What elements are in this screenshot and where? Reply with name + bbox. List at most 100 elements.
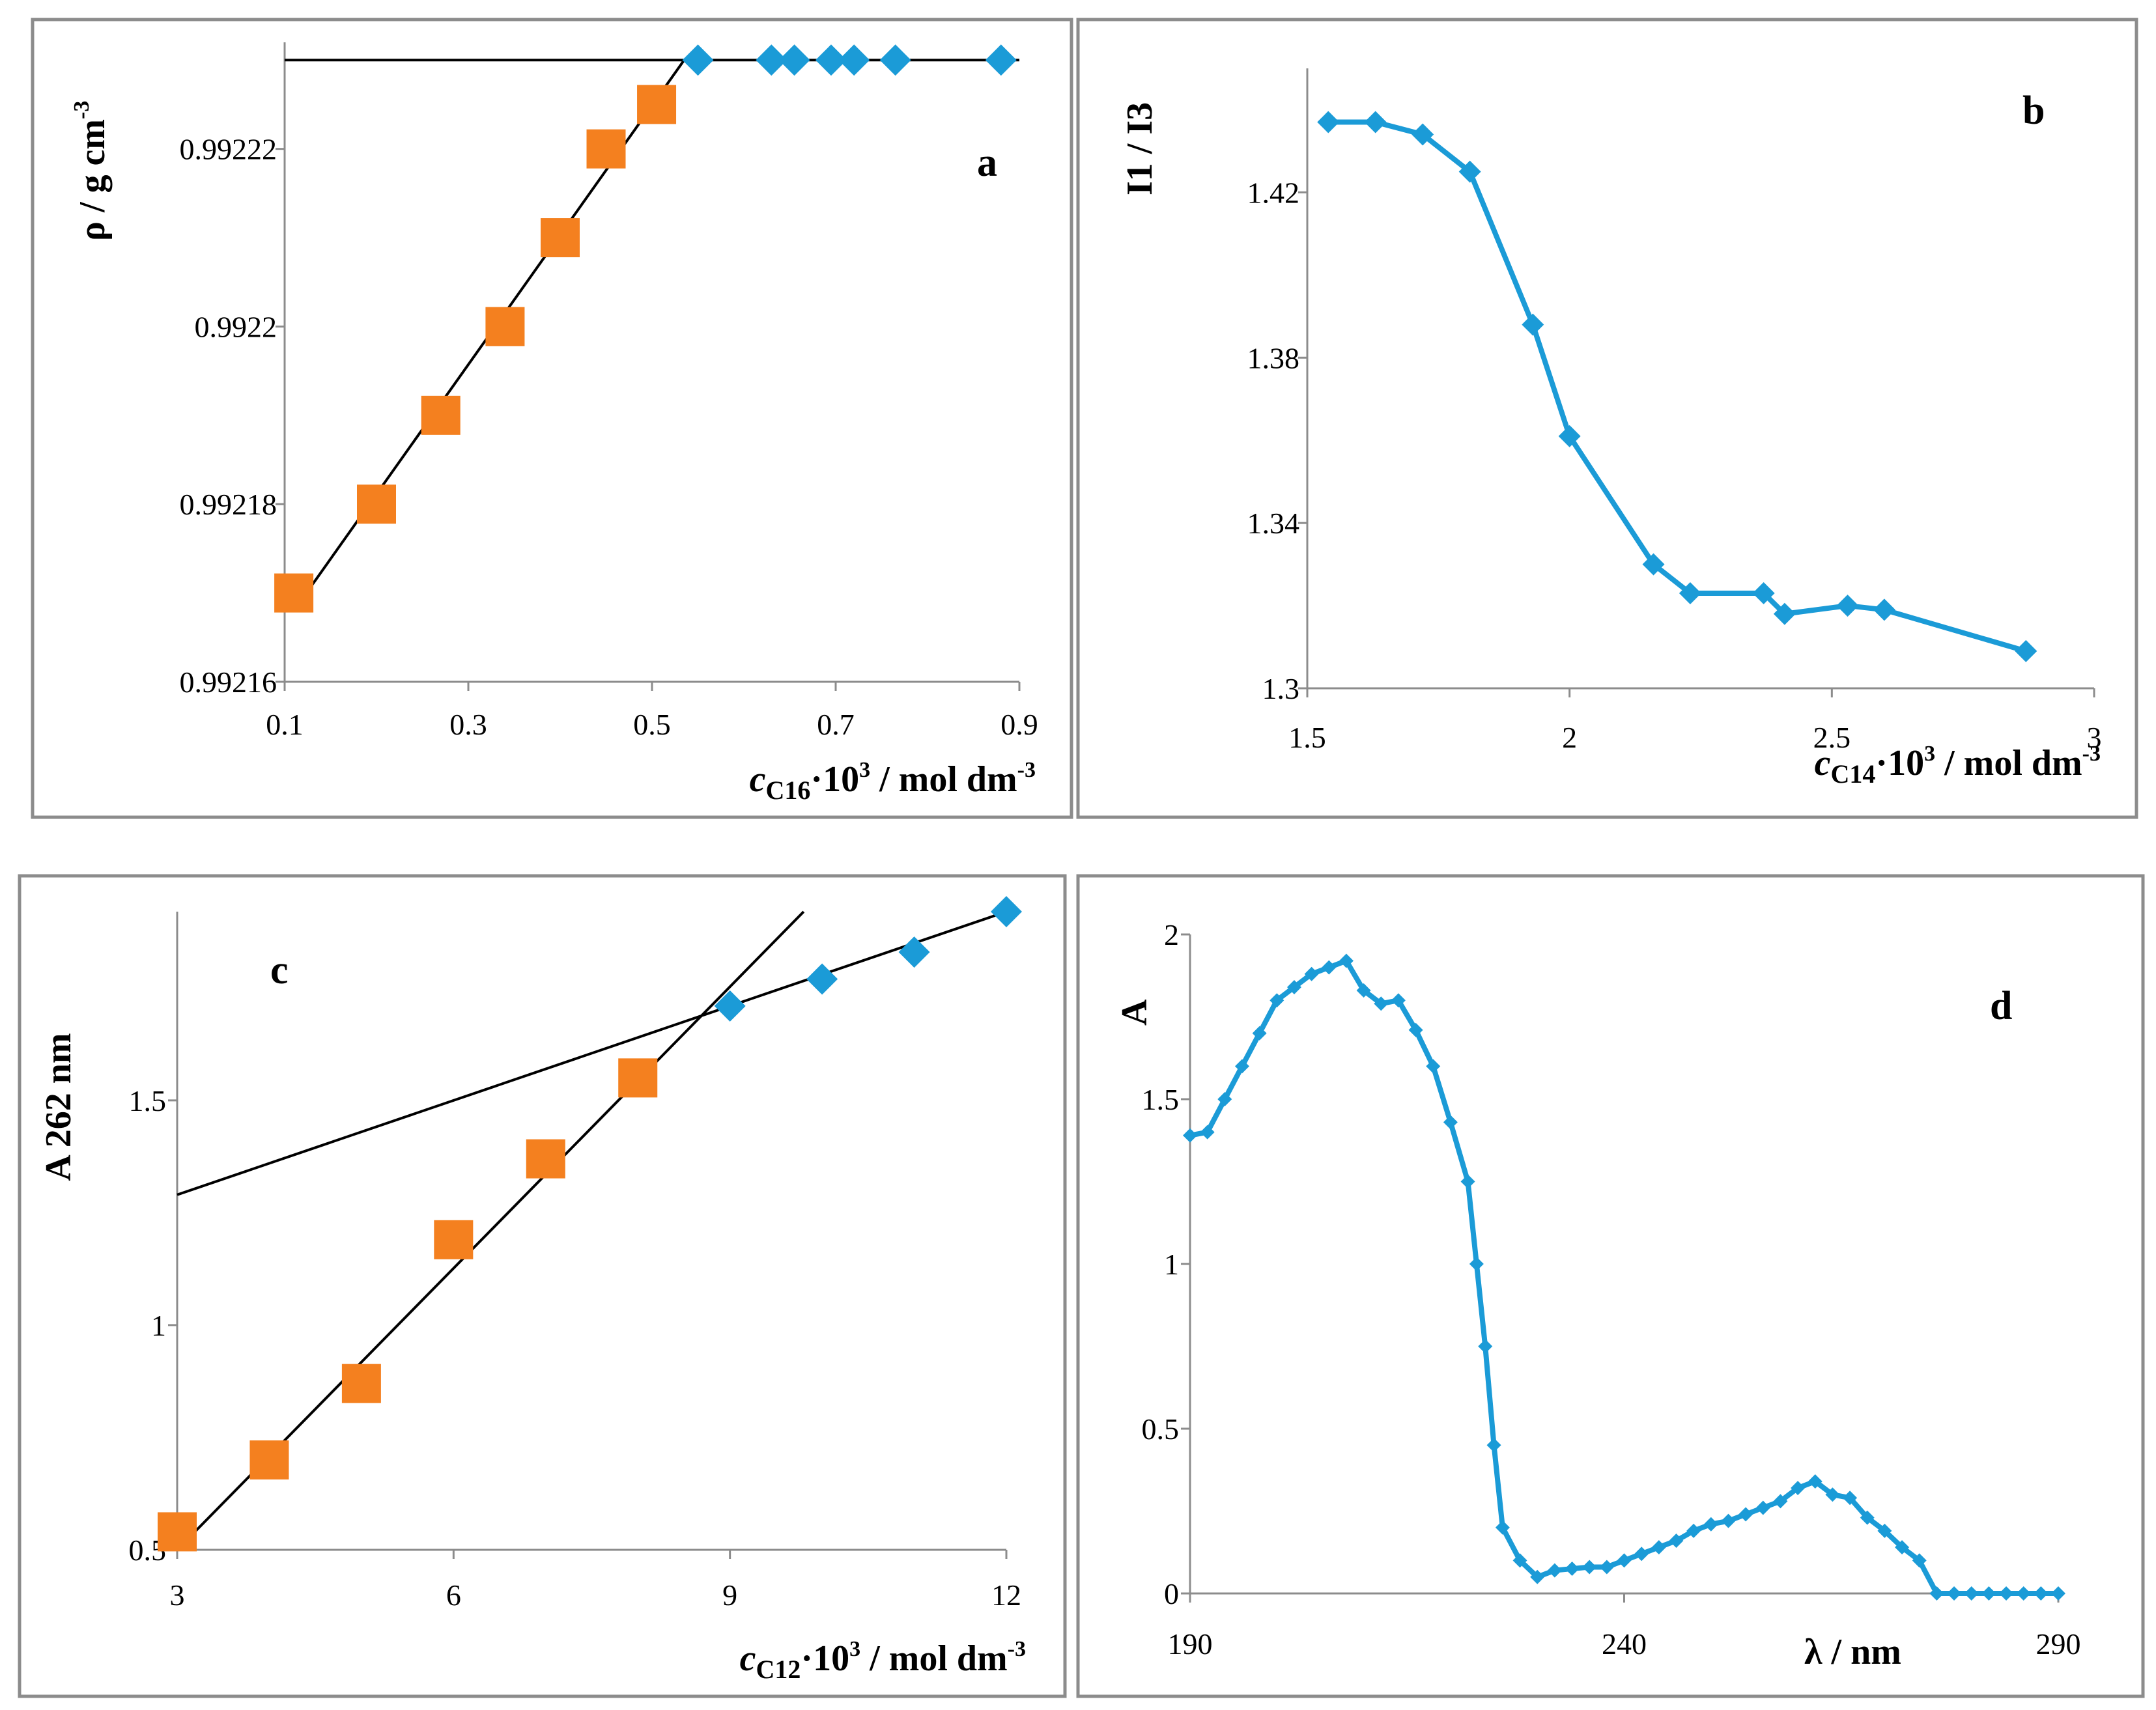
y-tick-label: 1.3 — [1262, 672, 1300, 705]
data-point-diamond — [1843, 1491, 1858, 1506]
panel-c-frame — [18, 874, 1067, 1698]
y-tick-label: 1.5 — [1142, 1083, 1180, 1116]
panel-c-x-axis-title: cC12·103 / mol dm-3 — [740, 1637, 1026, 1684]
data-point-square — [526, 1139, 565, 1179]
data-point-square — [421, 395, 461, 435]
panel-b-y-axis-title: I1 / I3 — [1120, 102, 1160, 195]
data-point-diamond — [1755, 1500, 1770, 1515]
y-tick-label: 1.5 — [129, 1084, 167, 1117]
panel-a-frame — [31, 18, 1073, 819]
data-point-diamond — [1773, 602, 1796, 625]
panel-c: 3 6 9 120.511.5 c A 262 nm cC12·103 / mol d… — [18, 874, 1067, 1698]
data-point-square — [541, 218, 580, 258]
data-point-diamond — [1679, 582, 1701, 605]
x-tick-label: 3 — [2087, 721, 2102, 754]
panel-a-y-axis-title: ρ / g cm-3 — [70, 101, 113, 241]
data-point-square — [637, 85, 677, 124]
panel-b: 1.5 2 2.5 3 1.3 1.34 1.38 1.42 b I1 / I3 cC14·1… — [1076, 18, 2138, 819]
panel-c-letter: c — [270, 948, 289, 992]
fit-line — [177, 910, 1007, 1196]
data-point-diamond — [1304, 966, 1319, 981]
data-point-square — [357, 484, 396, 524]
y-tick-label: 0.99218 — [180, 488, 277, 521]
data-point-square — [158, 1512, 197, 1552]
data-point-diamond — [714, 990, 746, 1022]
data-point-square — [434, 1220, 474, 1259]
data-point-diamond — [815, 44, 847, 76]
panel-d-plot: 190 240 290 0 0.5 1 1.5 2 — [1142, 918, 2081, 1661]
data-point-diamond — [1478, 1339, 1493, 1354]
panel-d-frame — [1076, 874, 2145, 1698]
data-point-diamond — [1356, 983, 1371, 998]
panel-b-letter: b — [2022, 89, 2045, 133]
x-tick-label: 0.3 — [449, 708, 487, 741]
data-point-diamond — [1617, 1553, 1632, 1568]
panel-c-plot: 3 6 9 120.511.5 — [129, 896, 1022, 1612]
data-point-diamond — [991, 896, 1022, 927]
data-point-diamond — [1947, 1586, 1962, 1601]
data-point-diamond — [1183, 1128, 1197, 1143]
data-point-diamond — [1738, 1507, 1753, 1522]
data-point-diamond — [1411, 123, 1434, 146]
data-point-diamond — [2016, 1586, 2031, 1601]
x-tick-label: 240 — [1602, 1627, 1647, 1661]
y-tick-label: 1.42 — [1247, 176, 1300, 209]
y-tick-label: 1 — [151, 1309, 166, 1342]
data-point-diamond — [1234, 1059, 1249, 1074]
panel-d-y-axis-title: A — [1114, 999, 1155, 1026]
y-tick-label: 0.9922 — [195, 310, 277, 343]
x-tick-label: 2.5 — [1813, 721, 1851, 754]
data-point-diamond — [1752, 582, 1775, 605]
x-tick-label: 2 — [1562, 721, 1577, 754]
data-point-diamond — [1530, 1569, 1545, 1584]
y-tick-label: 1.38 — [1247, 341, 1300, 374]
y-tick-label: 0.5 — [1142, 1412, 1180, 1446]
data-point-diamond — [778, 44, 810, 76]
data-point-diamond — [1269, 993, 1284, 1008]
data-point-diamond — [1599, 1560, 1614, 1575]
panel-a: 0.1 0.3 0.5 0.7 0.9 0.99216 0.99218 0.9922 0.992… — [31, 18, 1073, 819]
y-tick-label: 1 — [1164, 1248, 1179, 1281]
data-point-diamond — [1999, 1586, 2014, 1601]
data-point-diamond — [1391, 993, 1406, 1008]
x-tick-label: 1.5 — [1288, 721, 1326, 754]
x-tick-label: 12 — [991, 1578, 1021, 1612]
data-point-diamond — [1686, 1523, 1701, 1538]
x-tick-label: 9 — [722, 1578, 737, 1612]
data-point-square — [249, 1440, 289, 1479]
y-tick-label: 1.34 — [1247, 507, 1300, 540]
data-point-diamond — [1374, 996, 1389, 1011]
data-point-diamond — [1836, 595, 1859, 617]
panel-d-letter: d — [1990, 984, 2012, 1028]
data-point-diamond — [1322, 960, 1337, 975]
data-point-diamond — [879, 44, 911, 76]
panel-a-x-axis-title: cC16·103 / mol dm-3 — [750, 758, 1036, 805]
data-point-diamond — [1703, 1517, 1718, 1532]
data-point-square — [274, 573, 314, 613]
data-point-diamond — [1469, 1257, 1484, 1271]
data-point-diamond — [1873, 598, 1895, 621]
data-point-diamond — [1651, 1540, 1666, 1555]
data-point-diamond — [2015, 639, 2037, 662]
data-point-diamond — [1669, 1534, 1684, 1549]
data-point-diamond — [1929, 1586, 1944, 1601]
data-point-diamond — [1773, 1494, 1788, 1509]
data-point-diamond — [1217, 1092, 1232, 1106]
data-point-diamond — [2051, 1586, 2065, 1601]
data-point-diamond — [1895, 1540, 1910, 1555]
data-point-diamond — [1460, 1174, 1475, 1189]
data-point-diamond — [1364, 111, 1387, 133]
data-point-square — [586, 129, 626, 169]
panel-b-x-axis-title: cC14·103 / mol dm-3 — [1815, 742, 2101, 789]
data-point-diamond — [1512, 1553, 1527, 1568]
data-point-diamond — [1252, 1026, 1267, 1041]
data-point-diamond — [1721, 1513, 1736, 1528]
data-point-diamond — [1964, 1586, 1979, 1601]
data-point-diamond — [1808, 1474, 1823, 1489]
data-point-diamond — [1522, 313, 1544, 336]
x-tick-label: 0.9 — [1000, 708, 1038, 741]
y-tick-label: 0.99222 — [180, 133, 277, 166]
data-point-diamond — [1443, 1115, 1458, 1130]
data-point-diamond — [1547, 1563, 1562, 1578]
